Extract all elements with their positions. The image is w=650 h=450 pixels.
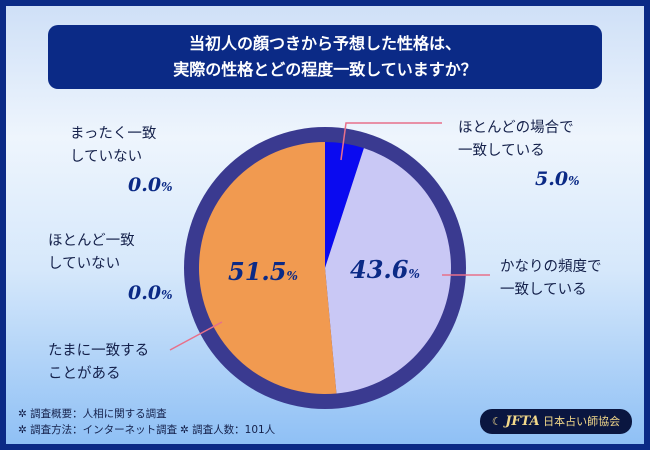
label-rarely: ほとんど一致 していない	[48, 233, 135, 272]
value-rarely: 0.0%	[128, 282, 173, 304]
title-line-2: 実際の性格とどの程度一致していますか？	[173, 60, 477, 79]
jfta-logo: ☾ JFTA 日本占い師協会	[480, 409, 632, 434]
pie-slice-0	[325, 142, 364, 268]
note-summary: ✲ 調査概要：人相に関する調査	[18, 408, 167, 420]
label-often: かなりの頻度で 一致している	[500, 259, 602, 298]
value-mostly: 5.0%	[535, 168, 580, 190]
value-often: 43.6%	[350, 255, 420, 284]
title-line-1: 当初人の顔つきから予想した性格は、	[188, 34, 461, 53]
pie-slice-1	[325, 148, 452, 394]
value-never: 0.0%	[128, 174, 173, 196]
leader-line-sometimes	[169, 321, 223, 351]
label-sometimes: たまに一致する ことがある	[48, 343, 150, 382]
leader-line-mostly	[340, 122, 442, 161]
note-method: ✲ 調査方法：インターネット調査	[18, 424, 178, 436]
note-count: ✲ 調査人数：101人	[180, 424, 276, 436]
pie-slice-2	[199, 142, 337, 394]
label-mostly: ほとんどの場合で 一致している	[458, 120, 574, 159]
label-never: まったく一致 していない	[70, 126, 157, 165]
value-sometimes: 51.5%	[228, 257, 298, 286]
chart-title: 当初人の顔つきから予想した性格は、 実際の性格とどの程度一致していますか？	[48, 25, 602, 89]
